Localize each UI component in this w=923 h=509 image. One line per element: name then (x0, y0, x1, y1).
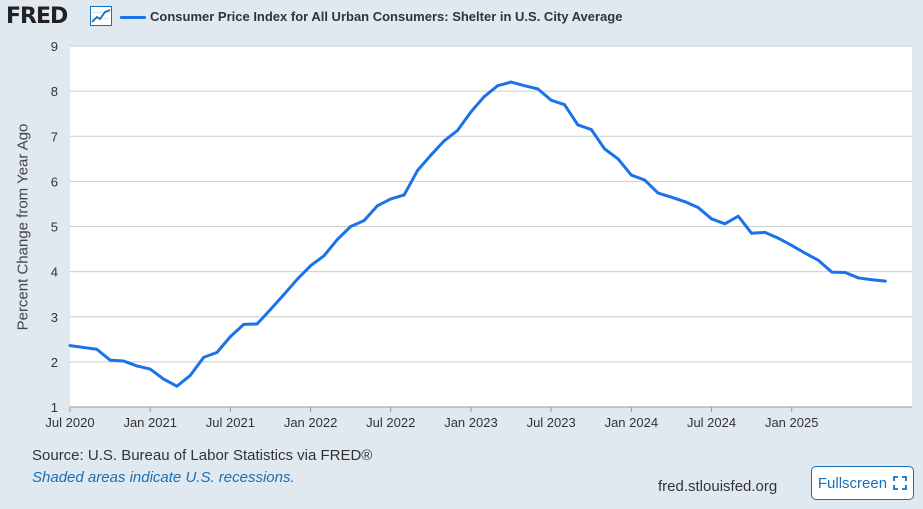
data-point[interactable] (162, 377, 165, 381)
y-tick-label: 6 (51, 174, 58, 189)
data-points (68, 80, 887, 388)
data-point[interactable] (629, 173, 633, 177)
data-point[interactable] (228, 335, 232, 338)
y-tick-label: 2 (51, 355, 58, 370)
fullscreen-label: Fullscreen (817, 474, 888, 492)
data-point[interactable] (883, 279, 887, 283)
data-point[interactable] (683, 200, 687, 204)
data-point[interactable] (175, 384, 179, 388)
data-point[interactable] (362, 219, 366, 223)
data-point[interactable] (148, 367, 152, 371)
data-point[interactable] (643, 178, 647, 182)
data-point[interactable] (255, 322, 259, 326)
data-point[interactable] (803, 251, 807, 255)
data-point[interactable] (750, 231, 754, 235)
data-point[interactable] (322, 254, 326, 258)
data-point[interactable] (335, 238, 339, 241)
data-point[interactable] (710, 217, 713, 221)
data-point[interactable] (589, 128, 593, 131)
data-point[interactable] (536, 87, 540, 91)
data-point[interactable] (857, 276, 860, 280)
data-point[interactable] (496, 84, 500, 88)
trend-graph-icon (90, 6, 112, 26)
data-point[interactable] (122, 359, 125, 363)
data-point[interactable] (616, 157, 620, 161)
data-point[interactable] (763, 230, 767, 234)
data-point[interactable] (603, 147, 606, 151)
data-point[interactable] (817, 258, 820, 262)
data-point[interactable] (523, 84, 526, 88)
y-tick-label: 7 (51, 129, 58, 144)
data-point[interactable] (389, 197, 393, 201)
data-point[interactable] (81, 346, 85, 349)
fred-logo[interactable]: FRED (6, 4, 68, 29)
x-tick-label: Jan 2022 (284, 415, 338, 430)
data-point[interactable] (509, 80, 513, 84)
data-point[interactable] (736, 214, 740, 218)
data-point[interactable] (215, 351, 219, 354)
data-point[interactable] (830, 270, 834, 274)
data-point[interactable] (108, 358, 112, 362)
y-tick-label: 5 (51, 220, 58, 235)
data-point[interactable] (376, 204, 379, 208)
data-point[interactable] (670, 195, 673, 199)
y-tick-label: 8 (51, 84, 58, 99)
recession-note: Shaded areas indicate U.S. recessions. (32, 469, 295, 486)
x-tick-label: Jul 2021 (206, 415, 255, 430)
legend-swatch (120, 16, 146, 19)
x-tick-label: Jan 2021 (123, 415, 177, 430)
y-tick-label: 4 (51, 265, 58, 280)
data-point[interactable] (723, 222, 727, 226)
data-point[interactable] (402, 193, 406, 197)
source-note: Source: U.S. Bureau of Labor Statistics … (32, 447, 373, 464)
data-point[interactable] (95, 347, 99, 351)
x-tick-label: Jan 2024 (605, 415, 659, 430)
data-point[interactable] (282, 293, 286, 297)
data-point[interactable] (295, 277, 299, 281)
data-point[interactable] (309, 264, 312, 268)
chart-header: FRED Consumer Price Index for All Urban … (0, 0, 923, 36)
x-tick-label: Jul 2022 (366, 415, 415, 430)
data-point[interactable] (135, 364, 139, 368)
data-point[interactable] (442, 139, 446, 143)
x-tick-label: Jan 2025 (765, 415, 819, 430)
data-point[interactable] (242, 323, 246, 326)
data-point[interactable] (696, 206, 700, 209)
data-point[interactable] (656, 191, 660, 195)
x-tick-label: Jul 2020 (45, 415, 94, 430)
data-point[interactable] (429, 153, 433, 157)
data-point[interactable] (870, 278, 874, 282)
data-point[interactable] (202, 355, 206, 359)
data-point[interactable] (549, 98, 553, 102)
x-tick-label: Jul 2024 (687, 415, 736, 430)
y-tick-label: 3 (51, 310, 58, 325)
expand-icon (893, 476, 907, 490)
data-point[interactable] (563, 103, 566, 107)
x-tick-label: Jul 2023 (527, 415, 576, 430)
data-point[interactable] (576, 123, 580, 127)
data-point[interactable] (469, 110, 473, 114)
data-point[interactable] (482, 95, 486, 98)
data-point[interactable] (790, 244, 794, 247)
data-point[interactable] (349, 225, 353, 228)
legend-series-label: Consumer Price Index for All Urban Consu… (150, 9, 623, 24)
series-layer (68, 80, 887, 388)
data-point[interactable] (188, 374, 192, 377)
data-point[interactable] (843, 271, 847, 274)
site-url[interactable]: fred.stlouisfed.org (658, 478, 778, 495)
fullscreen-button[interactable]: Fullscreen (811, 466, 914, 500)
y-tick-label: 9 (51, 39, 58, 54)
data-point[interactable] (776, 236, 780, 240)
series-line[interactable] (68, 80, 887, 388)
data-point[interactable] (416, 169, 419, 172)
x-tick-label: Jan 2023 (444, 415, 498, 430)
y-tick-label: 1 (51, 400, 58, 415)
data-point[interactable] (269, 308, 272, 311)
axes: 1 2 3 4 5 6 7 8 9 Jul 2020 Jan 2021 Jul 2021 Jan 202… (45, 39, 912, 430)
data-point[interactable] (456, 128, 459, 132)
data-point[interactable] (68, 344, 72, 348)
